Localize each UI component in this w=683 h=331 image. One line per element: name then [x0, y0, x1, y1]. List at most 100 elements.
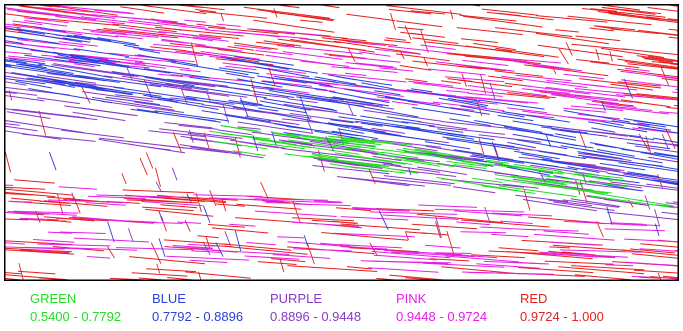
line-segment: [342, 140, 364, 144]
line-segment: [402, 147, 449, 157]
line-segment: [558, 48, 569, 65]
line-segment: [4, 249, 75, 255]
line-segment: [197, 235, 219, 239]
line-segment: [254, 198, 329, 201]
line-segment: [428, 125, 506, 135]
line-segment: [646, 183, 679, 189]
line-segment: [605, 264, 634, 267]
line-segment: [171, 167, 178, 181]
line-segment: [668, 36, 679, 39]
line-segment: [413, 82, 502, 95]
line-segment: [660, 66, 670, 86]
line-segment: [271, 258, 306, 263]
line-segment: [4, 125, 38, 132]
line-segment: [158, 31, 222, 39]
line-segment: [216, 23, 241, 27]
line-segment: [563, 220, 648, 226]
line-segment: [626, 172, 678, 181]
line-segment: [4, 119, 84, 134]
line-segment: [253, 93, 289, 99]
line-segment: [493, 144, 500, 159]
line-segment: [462, 59, 509, 66]
line-segment: [526, 228, 579, 232]
line-segment: [121, 75, 184, 87]
line-segment: [668, 28, 679, 31]
line-segment: [260, 181, 269, 199]
line-segment: [563, 73, 605, 80]
line-segment: [407, 100, 490, 115]
line-segment: [217, 48, 265, 56]
line-segment: [13, 210, 79, 214]
line-segment: [617, 58, 679, 69]
line-segment: [582, 167, 608, 173]
fracture-line-map: [4, 4, 679, 281]
line-segment: [434, 208, 525, 213]
line-segment: [521, 153, 553, 160]
line-segment: [494, 174, 568, 186]
line-segment: [363, 109, 442, 122]
line-segment: [574, 88, 631, 95]
line-segment: [292, 201, 301, 223]
line-segment: [150, 46, 187, 52]
line-segment: [456, 221, 490, 226]
line-segment: [70, 53, 144, 63]
line-segment: [66, 34, 140, 47]
line-segment: [621, 249, 679, 256]
line-segment: [348, 155, 406, 165]
line-segment: [188, 129, 194, 143]
line-segment: [417, 166, 467, 175]
line-segment: [7, 211, 77, 216]
line-segment: [348, 48, 356, 62]
line-segment: [94, 9, 135, 15]
line-segment: [376, 277, 413, 281]
line-segment: [229, 223, 256, 227]
line-segment: [208, 197, 289, 202]
line-segment: [634, 145, 679, 153]
line-segment: [319, 84, 404, 97]
line-segment: [578, 152, 620, 160]
line-segment: [228, 99, 307, 114]
line-segment: [143, 94, 204, 105]
line-segment: [123, 197, 193, 204]
line-segment: [300, 134, 382, 146]
line-segment: [586, 194, 676, 209]
line-segment: [221, 199, 227, 212]
line-segment: [247, 28, 331, 37]
line-segment: [383, 39, 411, 44]
line-segment: [629, 248, 676, 254]
line-segment: [134, 61, 190, 70]
line-segment: [216, 203, 246, 207]
line-segment: [98, 137, 188, 149]
line-segment: [447, 97, 489, 107]
line-segment: [441, 94, 528, 104]
line-segment: [172, 132, 183, 153]
line-segment: [265, 202, 291, 204]
line-segment: [61, 129, 124, 139]
line-segment: [502, 183, 539, 189]
line-segment: [420, 44, 456, 50]
line-segment: [491, 233, 529, 238]
line-segment: [82, 91, 154, 102]
line-segment: [47, 231, 73, 234]
legend-red-range: 0.9724 - 1.000: [520, 309, 604, 324]
line-segment: [225, 65, 257, 71]
line-segment: [158, 210, 163, 222]
line-segment: [637, 126, 679, 134]
line-segment: [383, 175, 455, 185]
line-segment: [24, 17, 69, 24]
line-segment: [43, 81, 75, 88]
line-segment: [434, 221, 441, 239]
line-segment: [395, 158, 440, 167]
line-segment: [145, 208, 214, 217]
plot-border: [4, 4, 679, 281]
line-segment: [57, 193, 64, 215]
line-segment: [399, 65, 432, 71]
line-segment: [4, 184, 14, 186]
line-segment: [311, 152, 336, 158]
line-segment: [4, 81, 27, 86]
line-segment: [193, 194, 263, 197]
line-segment: [472, 177, 503, 183]
line-segment: [484, 206, 491, 224]
line-segment: [4, 23, 44, 30]
line-segment: [4, 274, 68, 281]
